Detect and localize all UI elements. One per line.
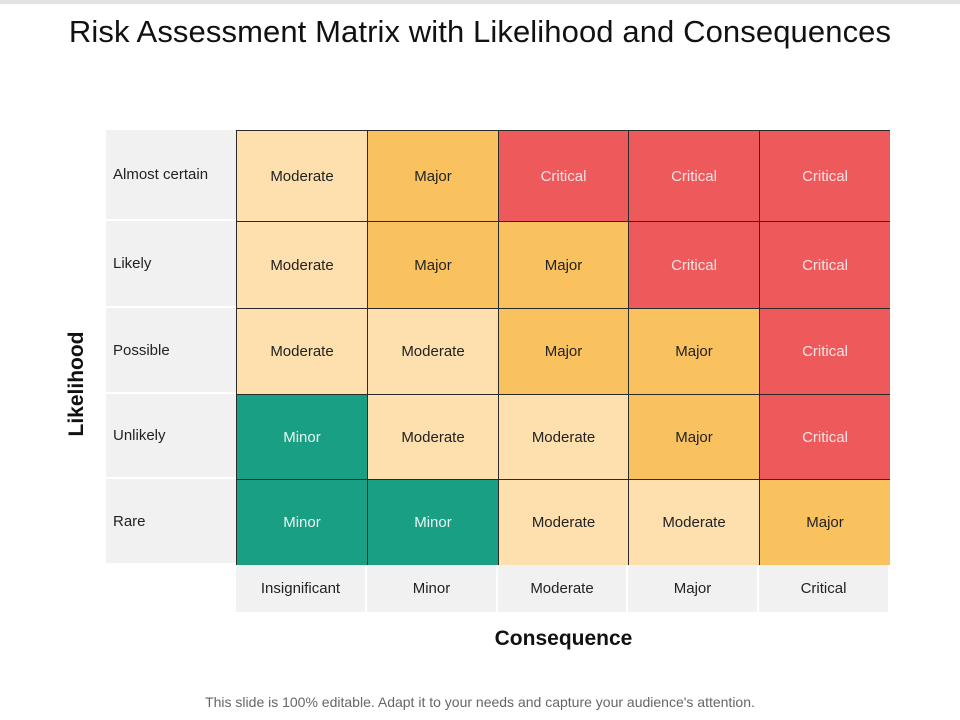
risk-cell: Moderate [499, 395, 628, 479]
consequence-label: Critical [759, 565, 890, 612]
risk-cell: Minor [368, 480, 498, 565]
x-axis-label: Consequence [494, 627, 633, 650]
risk-cell: Moderate [629, 480, 759, 565]
risk-cell: Moderate [237, 131, 367, 221]
risk-cell: Minor [237, 395, 367, 479]
page-title: Risk Assessment Matrix with Likelihood a… [68, 14, 892, 49]
risk-cell: Moderate [237, 222, 367, 308]
likelihood-label: Unlikely [106, 394, 236, 479]
risk-cell: Moderate [368, 309, 498, 394]
risk-cell: Critical [760, 222, 890, 308]
risk-cell: Major [368, 131, 498, 221]
risk-matrix: Almost certain Likely Possible Unlikely Rare… [106, 130, 890, 612]
consequence-label: Minor [367, 565, 498, 612]
risk-cell: Moderate [237, 309, 367, 394]
risk-cell: Critical [760, 131, 890, 221]
risk-cell: Major [368, 222, 498, 308]
risk-cell: Critical [499, 131, 628, 221]
top-border [0, 0, 960, 4]
risk-cell: Major [760, 480, 890, 565]
risk-cell: Critical [760, 395, 890, 479]
risk-cell: Critical [760, 309, 890, 394]
consequence-label: Insignificant [236, 565, 367, 612]
likelihood-label: Rare [106, 479, 236, 565]
risk-cell: Minor [237, 480, 367, 565]
risk-cell: Major [629, 395, 759, 479]
consequence-label: Moderate [498, 565, 628, 612]
footer-note: This slide is 100% editable. Adapt it to… [205, 694, 755, 710]
y-axis-label: Likelihood [65, 331, 88, 437]
likelihood-label: Likely [106, 221, 236, 308]
likelihood-label: Possible [106, 308, 236, 394]
risk-cell: Critical [629, 222, 759, 308]
risk-cell: Major [499, 309, 628, 394]
risk-cell: Major [629, 309, 759, 394]
risk-cell: Moderate [368, 395, 498, 479]
risk-cell: Critical [629, 131, 759, 221]
consequence-label: Major [628, 565, 759, 612]
likelihood-label: Almost certain [106, 130, 236, 221]
risk-cell: Moderate [499, 480, 628, 565]
risk-cell: Major [499, 222, 628, 308]
